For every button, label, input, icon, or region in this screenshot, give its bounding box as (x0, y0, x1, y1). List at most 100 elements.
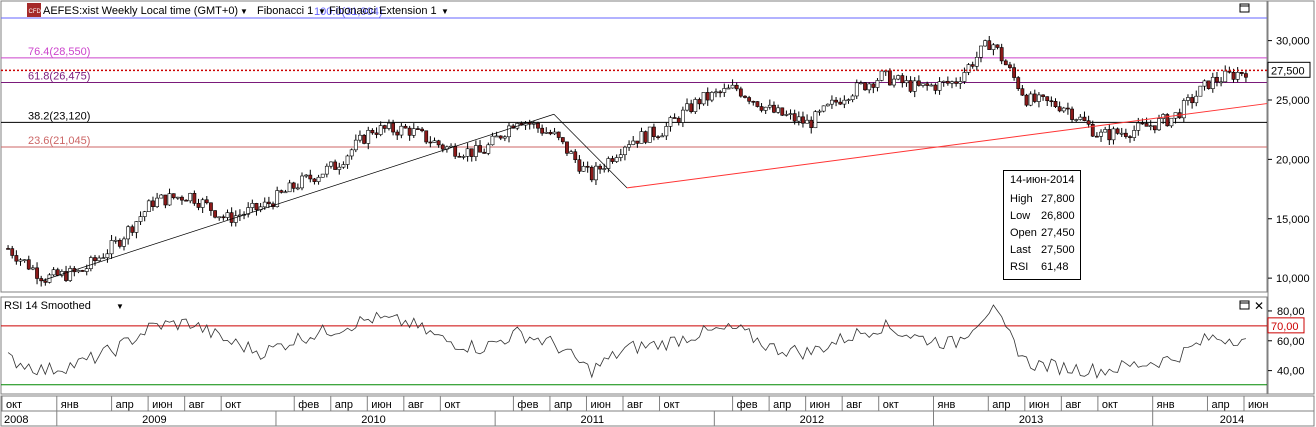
candle[interactable] (718, 91, 723, 94)
candle[interactable] (1235, 72, 1240, 80)
candle[interactable] (610, 158, 615, 162)
candle[interactable] (1107, 129, 1112, 141)
candle[interactable] (821, 105, 826, 112)
candle[interactable] (527, 122, 532, 125)
trend-line[interactable] (42, 113, 555, 281)
candle[interactable] (469, 148, 474, 157)
candle[interactable] (606, 158, 611, 169)
candle[interactable] (536, 122, 540, 129)
candle[interactable] (1190, 97, 1195, 104)
candle[interactable] (991, 44, 996, 50)
candle[interactable] (697, 99, 702, 105)
candle[interactable] (1165, 114, 1170, 127)
candle[interactable] (830, 99, 834, 105)
candle[interactable] (453, 145, 458, 157)
candle[interactable] (1082, 116, 1087, 121)
candle[interactable] (817, 110, 822, 113)
candle[interactable] (1032, 93, 1037, 102)
candle[interactable] (196, 203, 201, 208)
candle[interactable] (801, 116, 805, 124)
candle[interactable] (51, 269, 56, 276)
candle[interactable] (664, 126, 669, 137)
candle[interactable] (1144, 123, 1149, 127)
candle[interactable] (329, 161, 333, 167)
candle[interactable] (921, 83, 925, 86)
candle[interactable] (1223, 70, 1228, 83)
candle[interactable] (113, 239, 118, 242)
candle[interactable] (970, 64, 975, 67)
candle[interactable] (432, 140, 437, 143)
candle[interactable] (498, 135, 503, 139)
close-rsi-panel-icon[interactable]: ✕ (1254, 299, 1264, 313)
candle[interactable] (130, 226, 135, 233)
candle[interactable] (246, 207, 251, 215)
candle[interactable] (279, 190, 284, 193)
candle[interactable] (295, 187, 300, 190)
candle[interactable] (788, 113, 793, 115)
candle[interactable] (1128, 136, 1132, 138)
candle[interactable] (585, 165, 590, 168)
candle[interactable] (490, 135, 495, 146)
candle[interactable] (1012, 67, 1016, 78)
candle[interactable] (200, 199, 205, 208)
candle[interactable] (755, 101, 760, 107)
candle[interactable] (507, 125, 511, 138)
candle[interactable] (159, 194, 164, 199)
candle[interactable] (43, 280, 48, 283)
candle[interactable] (142, 211, 147, 217)
candle[interactable] (22, 259, 27, 261)
candle[interactable] (18, 259, 23, 262)
candle[interactable] (97, 257, 102, 262)
candle[interactable] (863, 82, 867, 91)
support-trend-line[interactable] (626, 103, 1268, 189)
candle[interactable] (26, 259, 31, 270)
candle[interactable] (1206, 80, 1211, 89)
candle[interactable] (184, 199, 188, 202)
candle[interactable] (358, 134, 362, 141)
candle[interactable] (1119, 132, 1124, 135)
candle[interactable] (656, 136, 660, 138)
candle[interactable] (436, 140, 441, 146)
candle[interactable] (213, 210, 217, 218)
candle[interactable] (627, 144, 631, 148)
candle[interactable] (560, 137, 565, 143)
candle[interactable] (76, 270, 81, 273)
candle[interactable] (772, 104, 776, 113)
candle[interactable] (1008, 64, 1012, 68)
candle[interactable] (457, 155, 462, 158)
candle[interactable] (867, 83, 872, 91)
candle[interactable] (1003, 60, 1008, 66)
candle[interactable] (312, 178, 317, 182)
candle[interactable] (556, 131, 561, 138)
candle[interactable] (945, 80, 950, 84)
candle[interactable] (171, 193, 176, 199)
candle[interactable] (64, 271, 68, 281)
candle[interactable] (689, 103, 694, 112)
candle[interactable] (345, 155, 350, 165)
candle[interactable] (1074, 119, 1079, 121)
candle[interactable] (494, 135, 499, 138)
candle[interactable] (999, 47, 1004, 62)
candle[interactable] (287, 182, 292, 193)
candle[interactable] (31, 267, 35, 270)
candle[interactable] (155, 197, 160, 207)
candle[interactable] (846, 99, 851, 101)
candle[interactable] (167, 193, 172, 206)
candle[interactable] (382, 125, 387, 129)
candle[interactable] (1049, 100, 1054, 103)
fib2-dropdown-icon[interactable]: ▼ (441, 7, 449, 16)
candle[interactable] (792, 113, 797, 122)
candle[interactable] (1231, 71, 1236, 80)
candle[interactable] (1115, 128, 1120, 134)
candle[interactable] (1103, 129, 1108, 133)
candle[interactable] (80, 270, 85, 272)
candle[interactable] (912, 80, 917, 92)
candle[interactable] (672, 117, 677, 119)
rsi-dropdown-icon[interactable]: ▼ (116, 302, 124, 311)
candle[interactable] (1215, 76, 1219, 83)
candle[interactable] (548, 132, 553, 135)
candle[interactable] (486, 144, 491, 154)
candle[interactable] (1037, 94, 1041, 102)
candle[interactable] (275, 190, 280, 207)
candle[interactable] (974, 57, 979, 67)
